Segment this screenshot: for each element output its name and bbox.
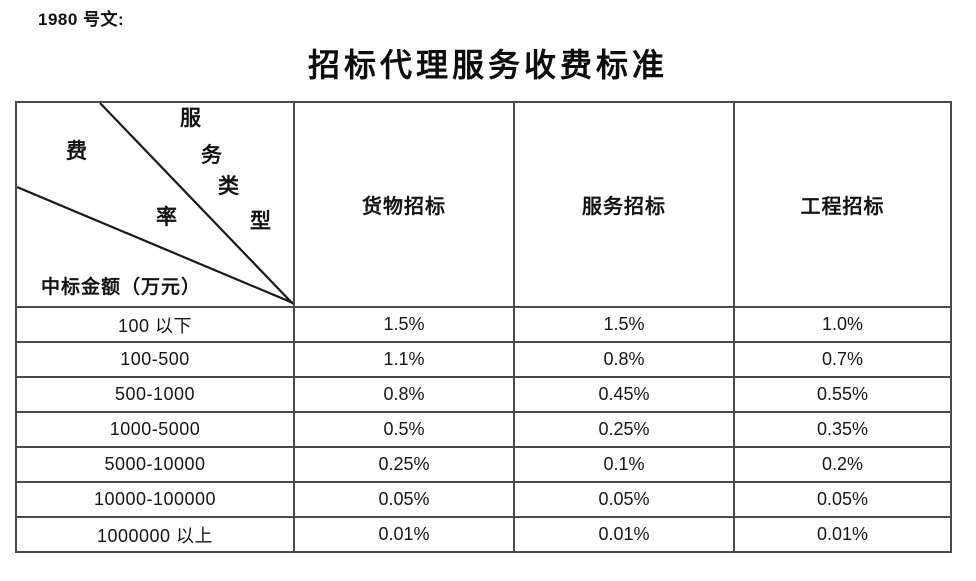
column-header-goods-bidding: 货物招标 — [293, 101, 515, 308]
cell-service-rate: 0.25% — [513, 411, 735, 448]
table-row: 500-1000 0.8% 0.45% 0.55% — [15, 376, 952, 413]
doc-reference-number: 1980 号文: — [38, 10, 125, 29]
table-row: 5000-10000 0.25% 0.1% 0.2% — [15, 446, 952, 483]
cell-service-rate: 0.01% — [513, 516, 735, 553]
cell-engineering-rate: 0.05% — [733, 481, 952, 518]
cell-goods-rate: 0.05% — [293, 481, 515, 518]
diagonal-split-lines — [18, 104, 292, 305]
fee-standard-table: 服 务 类 型 费 率 中标金额（万元） 货物招标 服务招标 工程招标 100 … — [15, 101, 952, 553]
cell-engineering-rate: 0.55% — [733, 376, 952, 413]
row-label: 1000000 以上 — [15, 516, 295, 553]
cell-service-rate: 0.8% — [513, 341, 735, 378]
table-row: 10000-100000 0.05% 0.05% 0.05% — [15, 481, 952, 518]
table-row: 100 以下 1.5% 1.5% 1.0% — [15, 306, 952, 343]
table-row: 1000-5000 0.5% 0.25% 0.35% — [15, 411, 952, 448]
cell-engineering-rate: 0.35% — [733, 411, 952, 448]
corner-fee-char-2: 率 — [156, 205, 177, 229]
cell-service-rate: 0.1% — [513, 446, 735, 483]
row-label: 10000-100000 — [15, 481, 295, 518]
row-label: 1000-5000 — [15, 411, 295, 448]
row-label: 100 以下 — [15, 306, 295, 343]
corner-row-axis-label: 中标金额（万元） — [41, 277, 202, 298]
corner-fee-char-1: 费 — [66, 139, 87, 163]
corner-type-char-4: 型 — [250, 209, 271, 233]
table-row: 100-500 1.1% 0.8% 0.7% — [15, 341, 952, 378]
cell-goods-rate: 0.01% — [293, 516, 515, 553]
corner-type-char-3: 类 — [218, 174, 239, 198]
cell-goods-rate: 0.5% — [293, 411, 515, 448]
table-header-row: 服 务 类 型 费 率 中标金额（万元） 货物招标 服务招标 工程招标 — [15, 101, 952, 308]
cell-service-rate: 0.45% — [513, 376, 735, 413]
page-title: 招标代理服务收费标准 — [307, 47, 668, 83]
cell-goods-rate: 1.1% — [293, 341, 515, 378]
row-label: 500-1000 — [15, 376, 295, 413]
cell-engineering-rate: 0.2% — [733, 446, 952, 483]
cell-goods-rate: 0.25% — [293, 446, 515, 483]
table-row: 1000000 以上 0.01% 0.01% 0.01% — [15, 516, 952, 553]
corner-type-char-1: 服 — [180, 106, 201, 130]
diagonal-corner-cell: 服 务 类 型 费 率 中标金额（万元） — [15, 101, 295, 308]
cell-goods-rate: 0.8% — [293, 376, 515, 413]
cell-engineering-rate: 0.01% — [733, 516, 952, 553]
cell-goods-rate: 1.5% — [293, 306, 515, 343]
cell-engineering-rate: 0.7% — [733, 341, 952, 378]
column-header-service-bidding: 服务招标 — [513, 101, 735, 308]
cell-engineering-rate: 1.0% — [733, 306, 952, 343]
cell-service-rate: 0.05% — [513, 481, 735, 518]
row-label: 100-500 — [15, 341, 295, 378]
cell-service-rate: 1.5% — [513, 306, 735, 343]
row-label: 5000-10000 — [15, 446, 295, 483]
column-header-engineering-bidding: 工程招标 — [733, 101, 952, 308]
corner-type-char-2: 务 — [201, 143, 222, 167]
